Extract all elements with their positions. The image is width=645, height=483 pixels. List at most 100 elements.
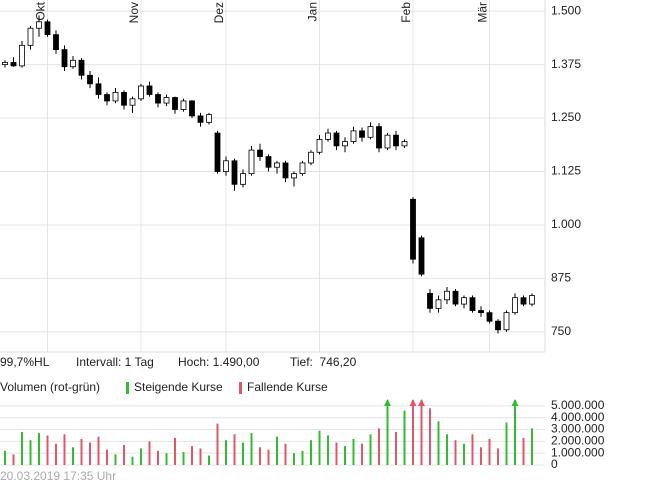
interval: Intervall: 1 Tag — [76, 355, 154, 369]
candle-body — [53, 34, 59, 51]
candle-body — [410, 198, 416, 260]
volume-bar — [89, 442, 91, 465]
volume-bar — [369, 434, 372, 465]
volume-tick-label: 0 — [551, 457, 558, 471]
volume-bar — [225, 440, 227, 465]
y-tick-label: 1.500 — [551, 3, 581, 17]
legend-swatch — [126, 382, 129, 394]
volume-tick-label: 5.000.000 — [551, 398, 605, 412]
legend-swatch — [239, 382, 242, 394]
candle-body — [503, 312, 510, 331]
volume-bar — [514, 400, 516, 465]
volume-bar — [352, 439, 355, 465]
candle-body — [172, 97, 178, 110]
volume-bar — [165, 453, 168, 465]
candle-body — [146, 85, 153, 95]
candle-body — [87, 74, 93, 85]
candle-body — [155, 94, 161, 104]
candle-body — [376, 126, 382, 149]
candle-body — [512, 297, 518, 314]
candle-body — [36, 21, 42, 29]
volume-bar — [233, 434, 236, 465]
candle-body — [121, 91, 127, 106]
candle-body — [19, 44, 25, 67]
volume-bar — [463, 443, 465, 465]
volume-bar — [157, 450, 159, 465]
volume-bar — [429, 408, 431, 465]
candle-body — [401, 141, 408, 147]
candle-body — [197, 115, 204, 123]
volume-bar — [106, 449, 108, 465]
candle-body — [27, 27, 34, 46]
volume-bar — [21, 431, 23, 465]
candle-body — [350, 130, 357, 142]
candle-body — [308, 151, 314, 164]
volume-tick-label: 3.000.000 — [551, 422, 605, 436]
volume-bar — [361, 443, 363, 465]
legend-down: Fallende Kurse — [247, 380, 328, 394]
indicator: 99,7%HL — [0, 355, 50, 369]
candle-body — [469, 297, 476, 311]
volume-bar — [480, 447, 482, 465]
volume-bar — [335, 442, 338, 465]
candle-body — [2, 62, 8, 65]
volume-bar — [114, 454, 117, 465]
high-label: Hoch: 1.490,00 — [178, 355, 260, 369]
volume-bar — [199, 448, 202, 465]
candle-body — [248, 149, 255, 175]
volume-bar — [395, 431, 397, 465]
volume-bar — [208, 455, 210, 465]
volume-bar — [310, 440, 312, 465]
volume-overflow-arrow — [409, 399, 417, 406]
candle-body — [10, 62, 17, 67]
volume-bar — [38, 433, 40, 465]
volume-tick-label: 1.000.000 — [551, 445, 605, 459]
volume-title: Volumen (rot-grün) — [0, 380, 100, 394]
candle-body — [452, 290, 459, 305]
volume-bar — [191, 446, 193, 465]
candle-body — [240, 173, 246, 185]
volume-bar — [318, 430, 321, 465]
candle-body — [95, 83, 102, 95]
x-tick-label: Dez — [212, 2, 226, 23]
y-tick-label: 750 — [551, 324, 571, 338]
candle-body — [435, 299, 442, 309]
y-tick-label: 1.125 — [551, 164, 581, 178]
candle-body — [418, 237, 425, 275]
volume-bar — [446, 434, 448, 465]
volume-bar — [420, 400, 423, 465]
volume-bar — [488, 439, 491, 465]
candle-body — [112, 91, 119, 102]
candle-body — [486, 312, 493, 322]
volume-bar — [531, 428, 533, 465]
volume-bar — [497, 448, 499, 465]
volume-bar — [63, 434, 66, 465]
candle-body — [274, 162, 280, 168]
x-tick-label: Mär — [476, 2, 490, 23]
volume-bar — [97, 436, 100, 465]
volume-bar — [403, 410, 406, 465]
candle-body — [384, 134, 391, 149]
volume-bar — [301, 450, 304, 465]
candle-body — [138, 85, 144, 100]
volume-bar — [378, 428, 380, 465]
volume-bar — [276, 436, 278, 465]
volume-bar — [29, 440, 32, 465]
candle-body — [189, 100, 195, 117]
candle-body — [129, 98, 136, 106]
candle-body — [393, 134, 399, 147]
volume-bar — [216, 423, 219, 465]
volume-bar — [412, 400, 414, 465]
candle-body — [359, 130, 365, 138]
candle-body — [257, 149, 263, 157]
volume-bar — [46, 435, 49, 465]
candle-body — [214, 132, 221, 172]
candle-body — [427, 293, 433, 309]
volume-bar — [344, 446, 346, 465]
candle-body — [78, 59, 85, 76]
candle-body — [367, 126, 374, 138]
volume-bar — [454, 440, 457, 465]
volume-bar — [293, 453, 295, 465]
candle-body — [325, 132, 331, 140]
volume-tick-label: 2.000.000 — [551, 434, 605, 448]
